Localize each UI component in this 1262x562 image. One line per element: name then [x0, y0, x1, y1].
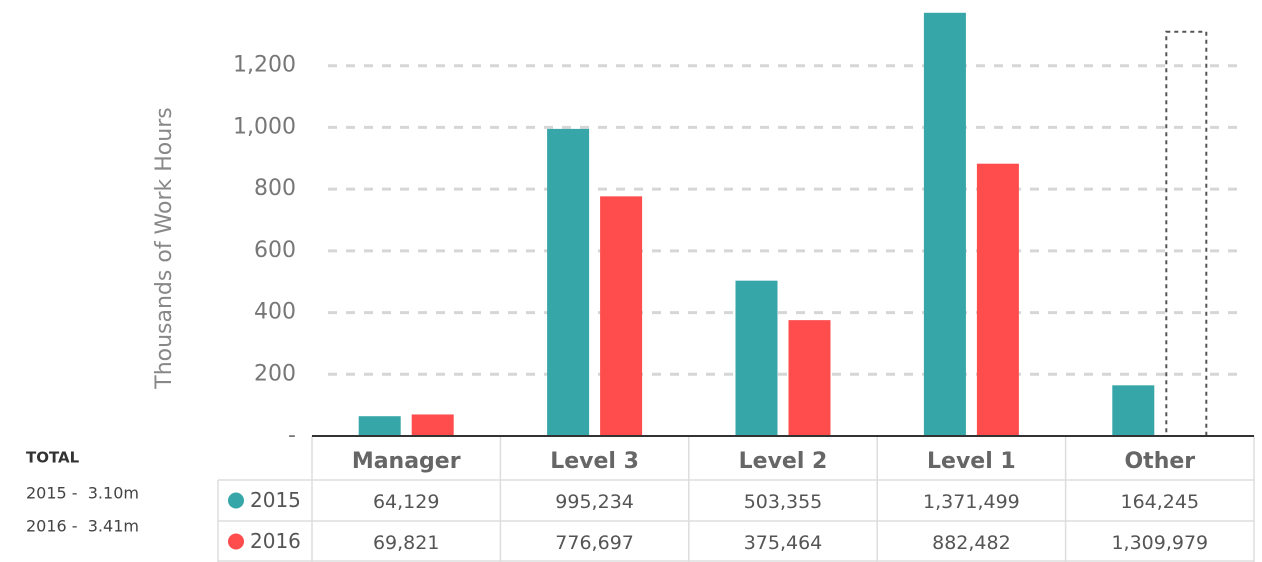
bar: [788, 320, 831, 436]
x-tick-label: Level 1: [927, 449, 1016, 474]
bar: [547, 128, 590, 436]
bar: [600, 196, 643, 436]
totals-title: TOTAL: [26, 449, 80, 467]
y-tick-label: 400: [254, 300, 296, 325]
y-tick-label: 1,000: [233, 114, 296, 139]
table-cell: 1,371,499: [923, 491, 1020, 513]
bar: [923, 12, 966, 437]
bar: [358, 416, 401, 436]
table-cell: 375,464: [744, 532, 823, 554]
legend-label: 2015: [250, 488, 301, 512]
y-tick-label: 1,200: [233, 53, 296, 78]
legend-label: 2016: [250, 529, 301, 553]
bar: [411, 414, 454, 436]
table-cell: 503,355: [744, 491, 823, 513]
total-line: 2016 - 3.41m: [26, 517, 139, 536]
bar: [976, 163, 1019, 436]
y-tick-label: 800: [254, 176, 296, 201]
table-cell: 64,129: [373, 491, 439, 513]
x-tick-label: Manager: [352, 449, 461, 474]
y-tick-label: 600: [254, 238, 296, 263]
table-cell: 776,697: [555, 532, 634, 554]
table-cell: 1,309,979: [1111, 532, 1208, 554]
table-cell: 69,821: [373, 532, 439, 554]
legend-marker: [228, 492, 244, 509]
y-tick-label: -: [288, 423, 296, 448]
x-tick-label: Level 3: [550, 449, 639, 474]
total-line: 2015 - 3.10m: [26, 484, 139, 503]
x-tick-label: Level 2: [739, 449, 828, 474]
y-tick-label: 200: [254, 361, 296, 386]
table-cell: 882,482: [932, 532, 1011, 554]
table-cell: 995,234: [555, 491, 634, 513]
legend-marker: [228, 533, 244, 550]
table-cell: 164,245: [1121, 491, 1200, 513]
x-tick-label: Other: [1124, 449, 1195, 474]
y-axis-title: Thousands of Work Hours: [152, 107, 177, 389]
bar: [1112, 385, 1155, 436]
bar: [735, 280, 778, 436]
